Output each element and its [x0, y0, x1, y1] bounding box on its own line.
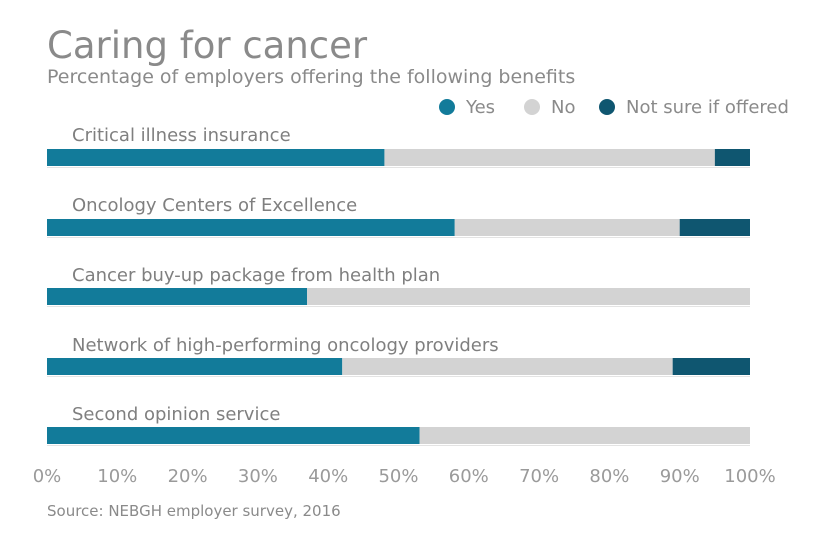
bar-segment-not-sure-if-offered — [679, 219, 750, 236]
category-label: Oncology Centers of Excellence — [72, 195, 357, 216]
bar-row-5: Second opinion service — [47, 404, 750, 446]
legend-marker-not-sure-if-offered — [599, 99, 615, 115]
category-label: Cancer buy-up package from health plan — [72, 265, 440, 286]
bar-segment-yes — [47, 358, 343, 375]
bar-row-3: Cancer buy-up package from health plan — [47, 265, 750, 307]
chart-subtitle: Percentage of employers offering the fol… — [47, 66, 575, 88]
bar-segment-no — [342, 358, 673, 375]
x-tick-label: 0% — [33, 466, 62, 487]
bar-row-2: Oncology Centers of Excellence — [47, 195, 750, 238]
category-label: Second opinion service — [72, 404, 280, 425]
x-tick-label: 90% — [660, 466, 700, 487]
bar-row-4: Network of high-performing oncology prov… — [47, 335, 750, 377]
legend-label-yes: Yes — [465, 97, 495, 118]
bar-segment-no — [419, 427, 750, 444]
bar-row-1: Critical illness insurance — [47, 125, 750, 168]
x-tick-label: 30% — [238, 466, 278, 487]
x-tick-label: 70% — [519, 466, 559, 487]
legend-marker-yes — [439, 99, 455, 115]
x-tick-label: 100% — [724, 466, 775, 487]
x-axis-ticks: 0% 10% 20% 30% 40% 50% 60% 70% 80% 90% 100% — [33, 466, 776, 487]
x-tick-label: 10% — [97, 466, 137, 487]
chart-title: Caring for cancer — [47, 24, 368, 67]
bar-segment-not-sure-if-offered — [672, 358, 750, 375]
legend-marker-no — [524, 99, 540, 115]
x-tick-label: 80% — [589, 466, 629, 487]
bar-segment-no — [384, 149, 715, 166]
legend: Yes No Not sure if offered — [439, 97, 789, 118]
bar-segment-no — [307, 288, 750, 305]
bar-segment-yes — [47, 149, 385, 166]
x-tick-label: 60% — [449, 466, 489, 487]
source-note: Source: NEBGH employer survey, 2016 — [47, 502, 341, 520]
legend-label-no: No — [551, 97, 575, 118]
legend-label-not-sure-if-offered: Not sure if offered — [626, 97, 789, 118]
x-tick-label: 40% — [308, 466, 348, 487]
category-label: Network of high-performing oncology prov… — [72, 335, 499, 356]
x-tick-label: 50% — [378, 466, 418, 487]
bar-segment-not-sure-if-offered — [714, 149, 750, 166]
category-label: Critical illness insurance — [72, 125, 291, 146]
bar-segment-no — [454, 219, 680, 236]
bar-segment-yes — [47, 219, 455, 236]
x-tick-label: 20% — [168, 466, 208, 487]
bar-segment-yes — [47, 288, 308, 305]
bar-rows: Critical illness insurance Oncology Cente… — [47, 125, 750, 446]
bar-segment-yes — [47, 427, 420, 444]
